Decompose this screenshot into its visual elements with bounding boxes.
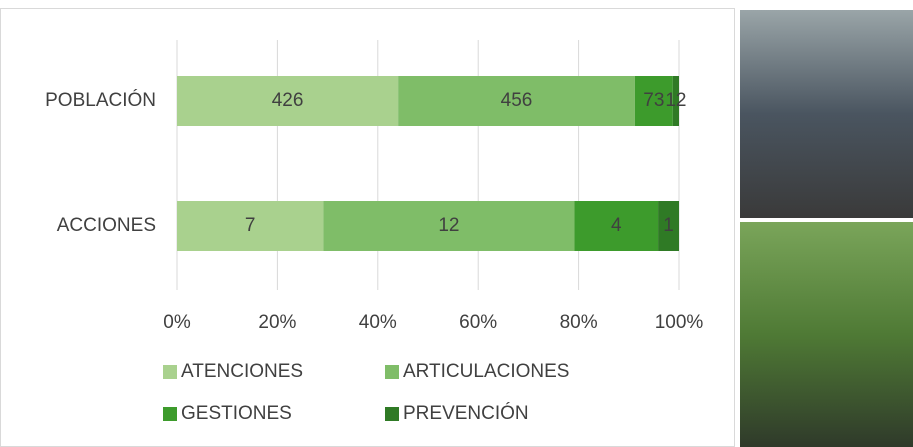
data-label: 12 [438, 215, 459, 236]
bar-segment [672, 76, 679, 126]
y-tick-label: POBLACIÓN [45, 89, 156, 111]
x-tick-label: 100% [655, 312, 704, 333]
data-label: 73 [643, 90, 664, 111]
x-tick-label: 0% [163, 312, 191, 333]
data-label: 7 [245, 215, 256, 236]
bar-segment [634, 76, 673, 126]
x-tick-label: 20% [258, 312, 296, 333]
legend-swatch [163, 365, 177, 379]
data-label: 1 [663, 215, 674, 236]
x-tick-label: 60% [459, 312, 497, 333]
x-tick-label: 40% [359, 312, 397, 333]
photo [740, 10, 913, 218]
data-label: 426 [272, 90, 304, 111]
bar-segment [177, 76, 399, 126]
legend-label: GESTIONES [181, 403, 292, 424]
photo [740, 222, 913, 447]
data-label: 4 [611, 215, 622, 236]
legend-label: ARTICULACIONES [403, 361, 569, 382]
bar-segment [658, 201, 679, 251]
bar-segment [398, 76, 635, 126]
y-tick-label: ACCIONES [57, 215, 156, 236]
bar-segment [323, 201, 575, 251]
legend-swatch [163, 407, 177, 421]
data-label: 456 [501, 90, 533, 111]
x-tick-label: 80% [560, 312, 598, 333]
legend-swatch [385, 365, 399, 379]
legend-label: PREVENCIÓN [403, 402, 529, 424]
bar-segment [177, 201, 324, 251]
legend-swatch [385, 407, 399, 421]
bar-segment [574, 201, 659, 251]
data-label: 12 [665, 90, 686, 111]
legend-label: ATENCIONES [181, 361, 303, 382]
